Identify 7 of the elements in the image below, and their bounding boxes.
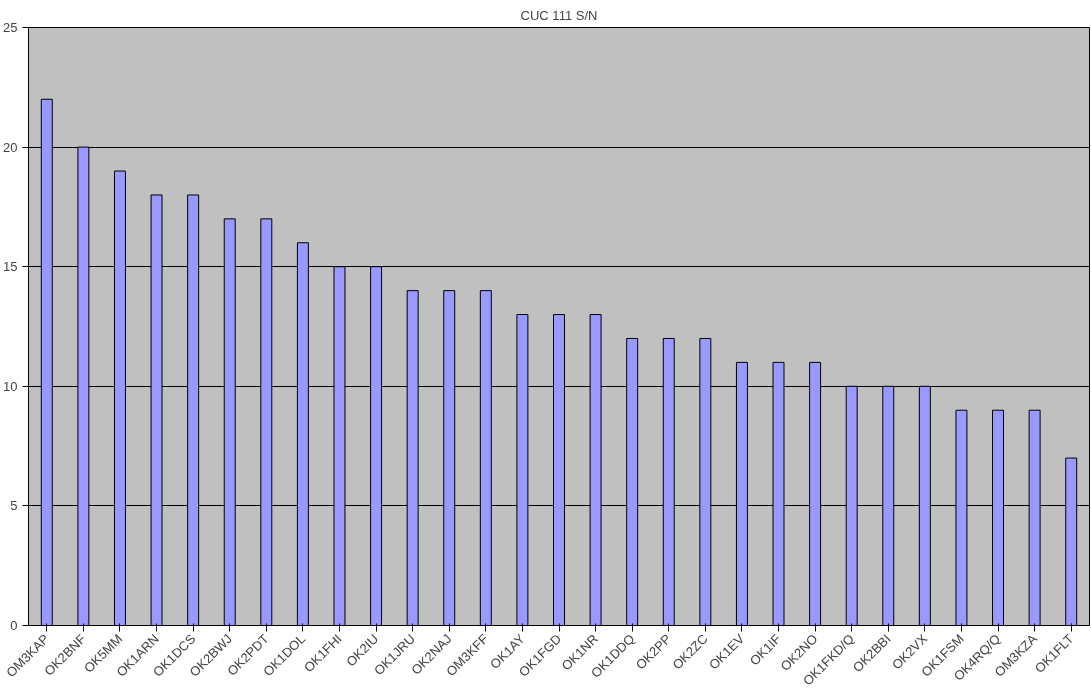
chart-title: CUC 111 S/N [520, 7, 598, 23]
y-tick-label: 25 [3, 20, 18, 35]
y-tick-label: 10 [3, 378, 18, 394]
y-tick-label: 5 [10, 498, 18, 514]
y-tick-label: 20 [3, 139, 18, 155]
y-tick-label: 0 [10, 618, 18, 633]
y-tick-label: 15 [3, 259, 18, 275]
